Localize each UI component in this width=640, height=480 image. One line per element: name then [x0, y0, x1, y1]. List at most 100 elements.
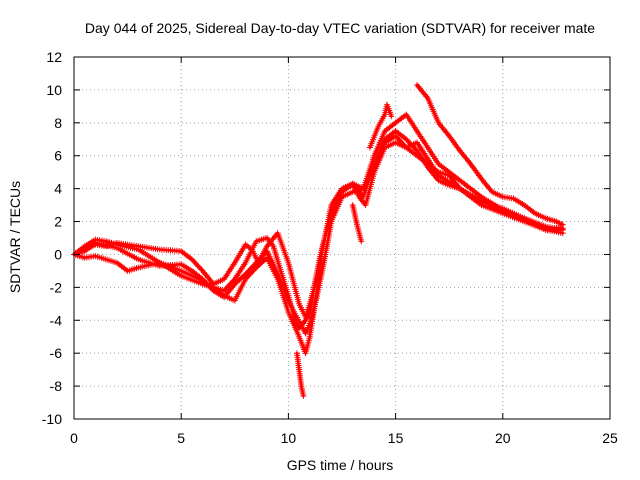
- chart-title: Day 044 of 2025, Sidereal Day-to-day VTE…: [85, 20, 595, 36]
- data-point: [330, 203, 333, 207]
- data-point: [278, 266, 281, 269]
- x-tick-label: 15: [388, 430, 404, 446]
- data-point: [561, 223, 564, 226]
- data-point: [83, 250, 86, 253]
- y-tick-label: 6: [54, 148, 62, 164]
- data-point: [312, 307, 316, 310]
- data-point: [137, 248, 140, 251]
- data-point: [330, 220, 333, 223]
- data-point: [212, 282, 215, 286]
- data-point: [362, 187, 365, 190]
- data-point: [105, 240, 108, 243]
- y-tick-label: -4: [50, 312, 63, 328]
- data-point: [437, 121, 440, 125]
- data-point: [437, 162, 440, 166]
- series-track-6: [366, 101, 395, 151]
- data-point: [308, 322, 311, 325]
- y-tick-label: 2: [54, 214, 62, 230]
- x-tick-label: 20: [495, 430, 511, 446]
- data-point: [394, 129, 397, 133]
- data-point: [302, 394, 305, 398]
- data-point: [300, 324, 303, 327]
- data-point: [233, 277, 236, 281]
- data-point: [180, 274, 183, 277]
- data-point: [304, 319, 307, 322]
- data-point: [448, 171, 451, 174]
- data-point: [321, 245, 324, 248]
- data-point: [244, 261, 247, 264]
- data-point: [280, 282, 284, 286]
- data-point: [340, 190, 344, 194]
- data-point: [126, 243, 129, 246]
- data-point: [265, 245, 269, 248]
- data-point: [405, 146, 408, 149]
- y-tick-label: 4: [54, 181, 62, 197]
- data-point: [362, 195, 365, 199]
- data-point: [383, 141, 387, 144]
- series-track-4: [71, 133, 566, 337]
- data-point: [437, 174, 440, 177]
- data-point: [364, 203, 367, 207]
- data-point: [94, 238, 97, 241]
- data-point: [377, 124, 380, 128]
- data-point: [325, 245, 329, 248]
- data-point: [561, 231, 564, 235]
- data-point: [360, 240, 363, 243]
- data-point: [415, 83, 419, 87]
- data-point: [308, 302, 311, 305]
- data-point: [480, 195, 483, 199]
- data-point: [94, 241, 97, 245]
- data-point: [437, 179, 440, 182]
- data-point: [222, 277, 226, 281]
- data-point: [480, 203, 483, 207]
- data-point: [340, 195, 344, 199]
- data-point: [287, 310, 290, 314]
- data-point: [426, 96, 429, 100]
- data-point: [358, 195, 361, 199]
- data-point: [304, 332, 307, 335]
- data-point: [83, 256, 86, 259]
- data-point: [308, 335, 311, 338]
- data-point: [222, 296, 226, 299]
- y-tick-label: -10: [42, 411, 62, 427]
- data-point: [373, 166, 376, 169]
- data-point: [212, 289, 215, 292]
- data-point: [180, 269, 183, 273]
- data-point: [405, 113, 408, 116]
- data-point: [394, 121, 397, 125]
- data-point: [304, 352, 307, 355]
- data-point: [415, 154, 419, 157]
- data-point: [480, 199, 483, 202]
- data-point: [448, 180, 451, 184]
- data-point: [426, 146, 429, 149]
- series-track-7: [294, 350, 307, 399]
- data-point: [544, 226, 547, 230]
- data-point: [250, 248, 254, 251]
- data-point: [158, 261, 161, 264]
- data-point: [287, 261, 290, 264]
- data-point: [555, 220, 558, 223]
- data-point: [287, 299, 290, 302]
- data-point: [426, 157, 429, 161]
- y-tick-label: -8: [50, 378, 63, 394]
- data-point: [297, 335, 301, 338]
- data-point: [448, 184, 451, 187]
- data-point: [255, 240, 258, 243]
- data-point: [533, 212, 537, 215]
- data-point: [293, 312, 296, 315]
- data-series: [71, 82, 566, 399]
- data-point: [83, 245, 86, 248]
- y-tick-label: 12: [46, 49, 62, 65]
- data-point: [233, 261, 236, 264]
- data-point: [469, 194, 472, 197]
- data-point: [180, 250, 183, 253]
- y-tick-label: 0: [54, 246, 62, 262]
- x-tick-label: 5: [177, 430, 185, 446]
- data-point: [137, 245, 140, 248]
- data-point: [233, 282, 236, 286]
- data-point: [415, 129, 419, 133]
- data-point: [244, 277, 247, 281]
- data-point: [458, 149, 462, 152]
- data-point: [394, 141, 397, 144]
